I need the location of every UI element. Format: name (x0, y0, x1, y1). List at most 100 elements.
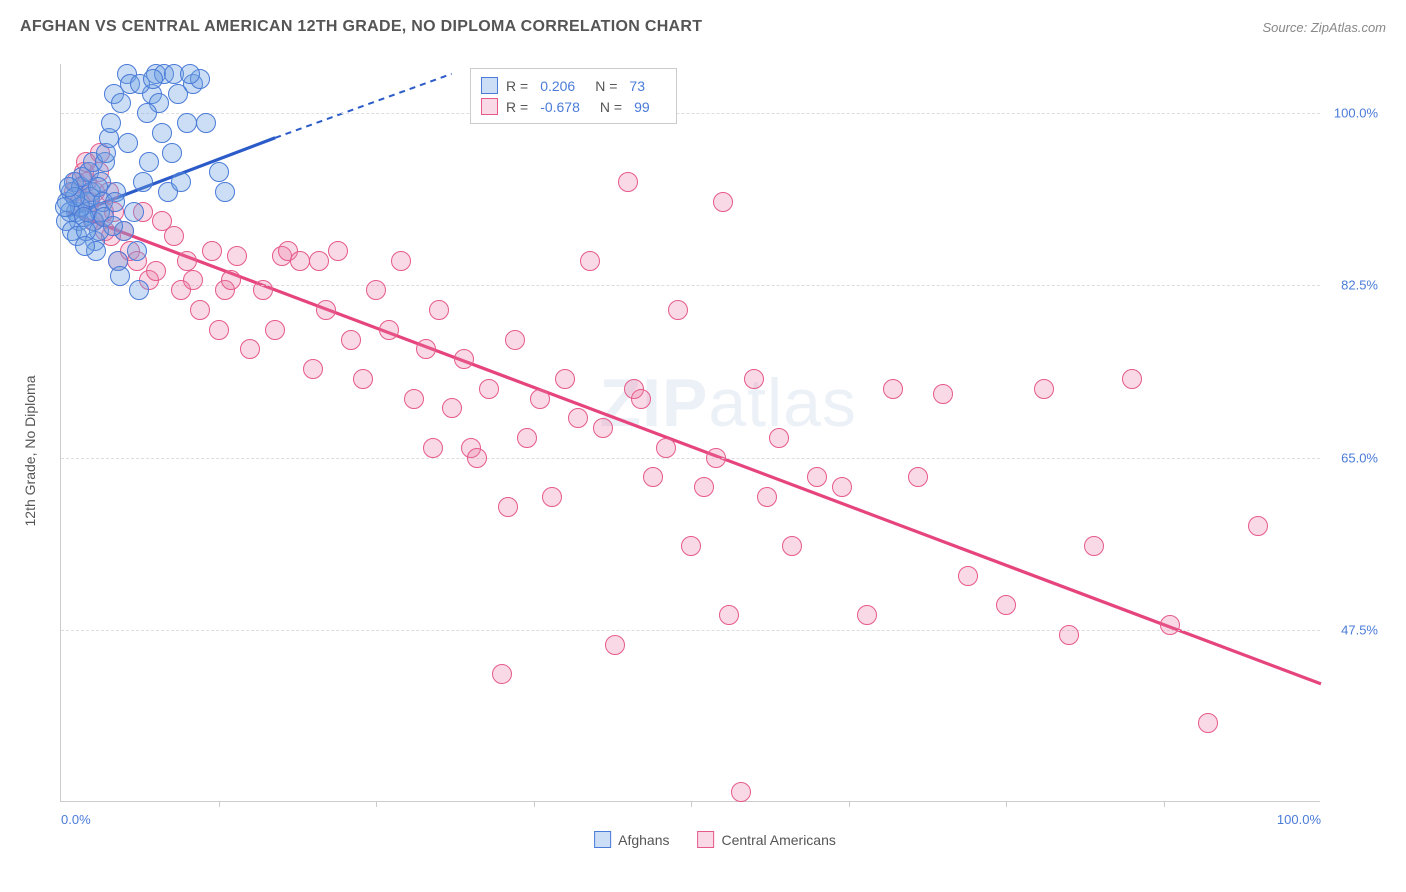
data-point-pink (190, 300, 210, 320)
data-point-blue (152, 123, 172, 143)
data-point-pink (1160, 615, 1180, 635)
data-point-pink (681, 536, 701, 556)
data-point-blue (139, 152, 159, 172)
y-tick-label: 100.0% (1334, 106, 1378, 121)
data-point-blue (133, 172, 153, 192)
data-point-pink (782, 536, 802, 556)
data-point-pink (177, 251, 197, 271)
x-tick (219, 801, 220, 807)
r-value-blue: 0.206 (540, 78, 575, 94)
data-point-blue (101, 113, 121, 133)
data-point-blue (162, 143, 182, 163)
data-point-blue (168, 84, 188, 104)
data-point-pink (391, 251, 411, 271)
data-point-pink (668, 300, 688, 320)
data-point-blue (143, 69, 163, 89)
data-point-pink (505, 330, 525, 350)
data-point-pink (757, 487, 777, 507)
data-point-pink (209, 320, 229, 340)
data-point-pink (706, 448, 726, 468)
gridline (61, 630, 1320, 631)
data-point-pink (221, 270, 241, 290)
r-label: R = (506, 78, 528, 94)
data-point-pink (316, 300, 336, 320)
r-value-pink: -0.678 (540, 99, 580, 115)
x-tick (691, 801, 692, 807)
data-point-pink (933, 384, 953, 404)
data-point-pink (309, 251, 329, 271)
legend-swatch-blue (481, 77, 498, 94)
data-point-pink (631, 389, 651, 409)
data-point-pink (498, 497, 518, 517)
data-point-pink (694, 477, 714, 497)
data-point-blue (103, 216, 123, 236)
data-point-pink (1198, 713, 1218, 733)
data-point-pink (605, 635, 625, 655)
data-point-pink (996, 595, 1016, 615)
data-point-blue (110, 266, 130, 286)
data-point-blue (75, 236, 95, 256)
x-tick (534, 801, 535, 807)
data-point-pink (341, 330, 361, 350)
y-axis-label: 12th Grade, No Diploma (22, 376, 38, 527)
x-tick (376, 801, 377, 807)
data-point-pink (467, 448, 487, 468)
data-point-pink (1248, 516, 1268, 536)
legend-series: Afghans Central Americans (594, 831, 836, 848)
data-point-pink (769, 428, 789, 448)
data-point-pink (958, 566, 978, 586)
data-point-pink (303, 359, 323, 379)
data-point-pink (580, 251, 600, 271)
data-point-pink (517, 428, 537, 448)
data-point-blue (129, 280, 149, 300)
data-point-pink (416, 339, 436, 359)
legend-swatch-pink (697, 831, 714, 848)
data-point-blue (137, 103, 157, 123)
legend-label-blue: Afghans (618, 832, 669, 848)
data-point-pink (164, 226, 184, 246)
data-point-pink (744, 369, 764, 389)
legend-swatch-pink (481, 98, 498, 115)
data-point-blue (209, 162, 229, 182)
data-point-pink (379, 320, 399, 340)
data-point-pink (883, 379, 903, 399)
data-point-pink (542, 487, 562, 507)
data-point-blue (59, 177, 79, 197)
r-label: R = (506, 99, 528, 115)
data-point-pink (1034, 379, 1054, 399)
data-point-pink (1122, 369, 1142, 389)
data-point-pink (404, 389, 424, 409)
data-point-pink (555, 369, 575, 389)
gridline (61, 458, 1320, 459)
data-point-pink (290, 251, 310, 271)
data-point-blue (111, 93, 131, 113)
n-label: N = (600, 99, 622, 115)
chart-title: AFGHAN VS CENTRAL AMERICAN 12TH GRADE, N… (20, 18, 702, 36)
data-point-blue (127, 241, 147, 261)
data-point-pink (429, 300, 449, 320)
legend-item-blue: Afghans (594, 831, 669, 848)
data-point-pink (423, 438, 443, 458)
data-point-pink (227, 246, 247, 266)
data-point-pink (265, 320, 285, 340)
legend-item-pink: Central Americans (697, 831, 835, 848)
data-point-pink (643, 467, 663, 487)
legend-label-pink: Central Americans (721, 832, 835, 848)
n-label: N = (595, 78, 617, 94)
x-tick-label-right: 100.0% (1277, 812, 1321, 827)
chart-container: 12th Grade, No Diploma ZIPatlas 100.0%82… (50, 56, 1380, 846)
x-tick (1006, 801, 1007, 807)
data-point-pink (479, 379, 499, 399)
x-tick-label-left: 0.0% (61, 812, 91, 827)
n-value-pink: 99 (634, 99, 650, 115)
n-value-blue: 73 (629, 78, 645, 94)
data-point-pink (328, 241, 348, 261)
data-point-pink (240, 339, 260, 359)
data-point-pink (202, 241, 222, 261)
data-point-pink (857, 605, 877, 625)
trend-line (275, 74, 451, 138)
data-point-pink (253, 280, 273, 300)
source-attribution: Source: ZipAtlas.com (1262, 20, 1386, 35)
data-point-pink (492, 664, 512, 684)
legend-stats-box: R = 0.206 N = 73 R = -0.678 N = 99 (470, 68, 677, 124)
